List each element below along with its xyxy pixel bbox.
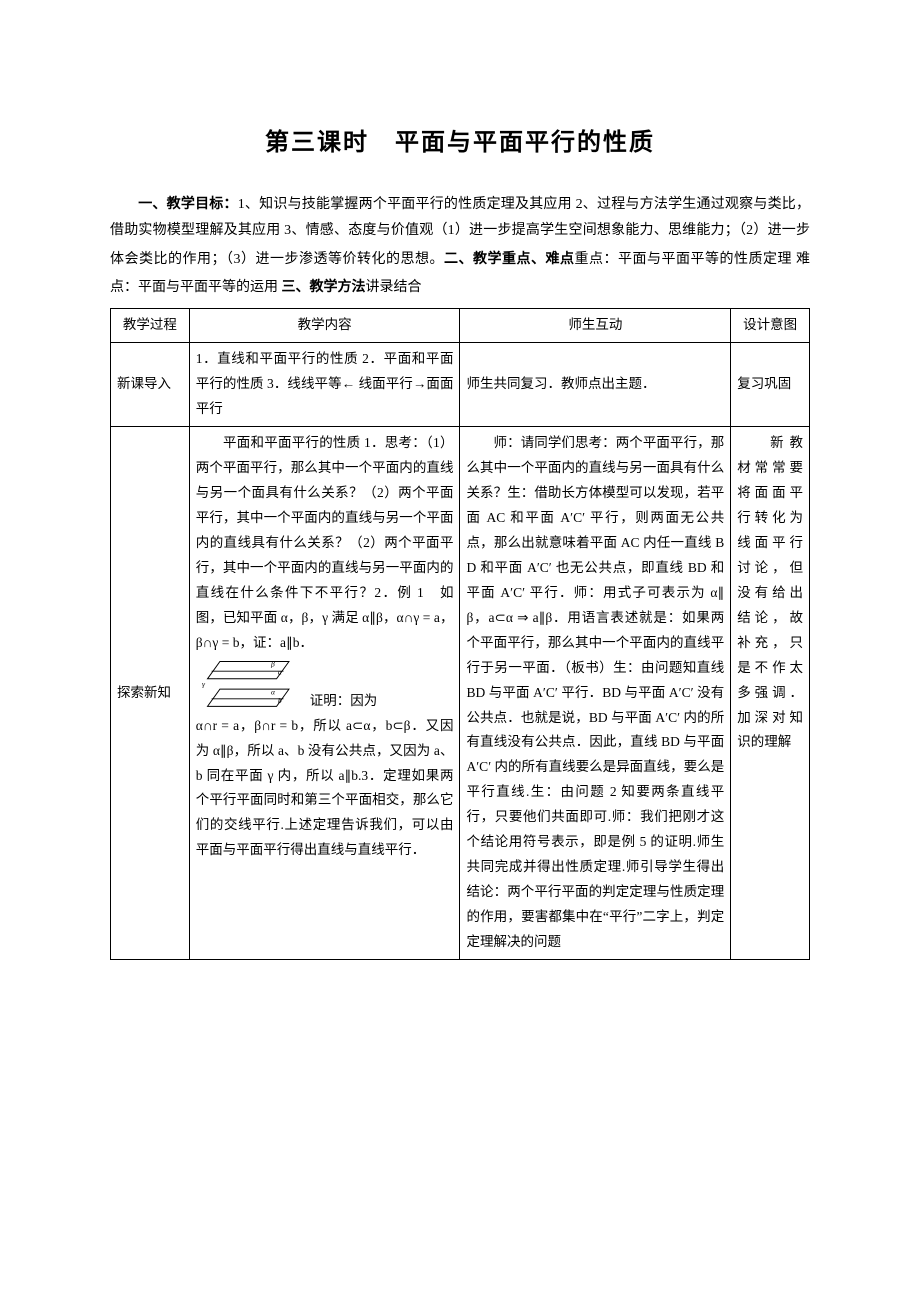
page-title: 第三课时 平面与平面平行的性质 <box>110 120 810 166</box>
content-2-fig-after: 证明：因为 <box>310 689 454 714</box>
purpose-2-text: 新教材常常要将面面平行转化为线面平行讨论，但没有给出结论，故补充，只是不作太多强… <box>737 435 803 750</box>
cell-content-2: 平面和平面平行的性质 1．思考：（1）两个平面平行，那么其中一个平面内的直线与另… <box>189 426 460 959</box>
intro-paragraph: 一、教学目标：1、知识与技能掌握两个平面平行的性质定理及其应用 2、过程与方法学… <box>110 190 810 302</box>
svg-text:β: β <box>270 659 275 668</box>
planes-diagram-icon: β a α b γ <box>196 656 306 714</box>
content-2a: 平面和平面平行的性质 1．思考：（1）两个平面平行，那么其中一个平面内的直线与另… <box>196 431 454 656</box>
cell-process-1: 新课导入 <box>111 342 190 426</box>
intro-lead-1: 一、教学目标： <box>138 195 238 211</box>
table-header-row: 教学过程 教学内容 师生互动 设计意图 <box>111 308 810 342</box>
cell-purpose-1: 复习巩固 <box>731 342 810 426</box>
header-interaction: 师生互动 <box>460 308 731 342</box>
header-purpose: 设计意图 <box>731 308 810 342</box>
intro-lead-3: 三、教学方法 <box>282 278 366 294</box>
cell-process-2: 探索新知 <box>111 426 190 959</box>
cell-content-1: 1．直线和平面平行的性质 2．平面和平面平行的性质 3．线线平等← 线面平行→面… <box>189 342 460 426</box>
table-row: 探索新知 平面和平面平行的性质 1．思考：（1）两个平面平行，那么其中一个平面内… <box>111 426 810 959</box>
header-process: 教学过程 <box>111 308 190 342</box>
intro-lead-2: 二、教学重点、难点 <box>444 250 575 266</box>
cell-interaction-2: 师：请同学们思考：两个平面平行，那么其中一个平面内的直线与另一面具有什么关系？生… <box>460 426 731 959</box>
svg-text:b: b <box>278 696 282 705</box>
header-content: 教学内容 <box>189 308 460 342</box>
table-row: 新课导入 1．直线和平面平行的性质 2．平面和平面平行的性质 3．线线平等← 线… <box>111 342 810 426</box>
cell-purpose-2: 新教材常常要将面面平行转化为线面平行讨论，但没有给出结论，故补充，只是不作太多强… <box>731 426 810 959</box>
svg-text:a: a <box>278 667 282 676</box>
content-2a-text: 平面和平面平行的性质 1．思考：（1）两个平面平行，那么其中一个平面内的直线与另… <box>196 435 454 650</box>
intro-body-3: 讲录结合 <box>366 280 422 295</box>
content-2b: α∩r = a，β∩r = b，所以 a⊂α，b⊂β．又因为 α∥β，所以 a、… <box>196 714 454 864</box>
content-2-figure-line: β a α b γ 证明：因为 <box>196 656 454 714</box>
page: 第三课时 平面与平面平行的性质 一、教学目标：1、知识与技能掌握两个平面平行的性… <box>0 0 920 1302</box>
interaction-2-text: 师：请同学们思考：两个平面平行，那么其中一个平面内的直线与另一面具有什么关系？生… <box>466 435 724 949</box>
lesson-plan-table: 教学过程 教学内容 师生互动 设计意图 新课导入 1．直线和平面平行的性质 2．… <box>110 308 810 960</box>
svg-text:γ: γ <box>202 679 206 688</box>
cell-interaction-1: 师生共同复习．教师点出主题． <box>460 342 731 426</box>
